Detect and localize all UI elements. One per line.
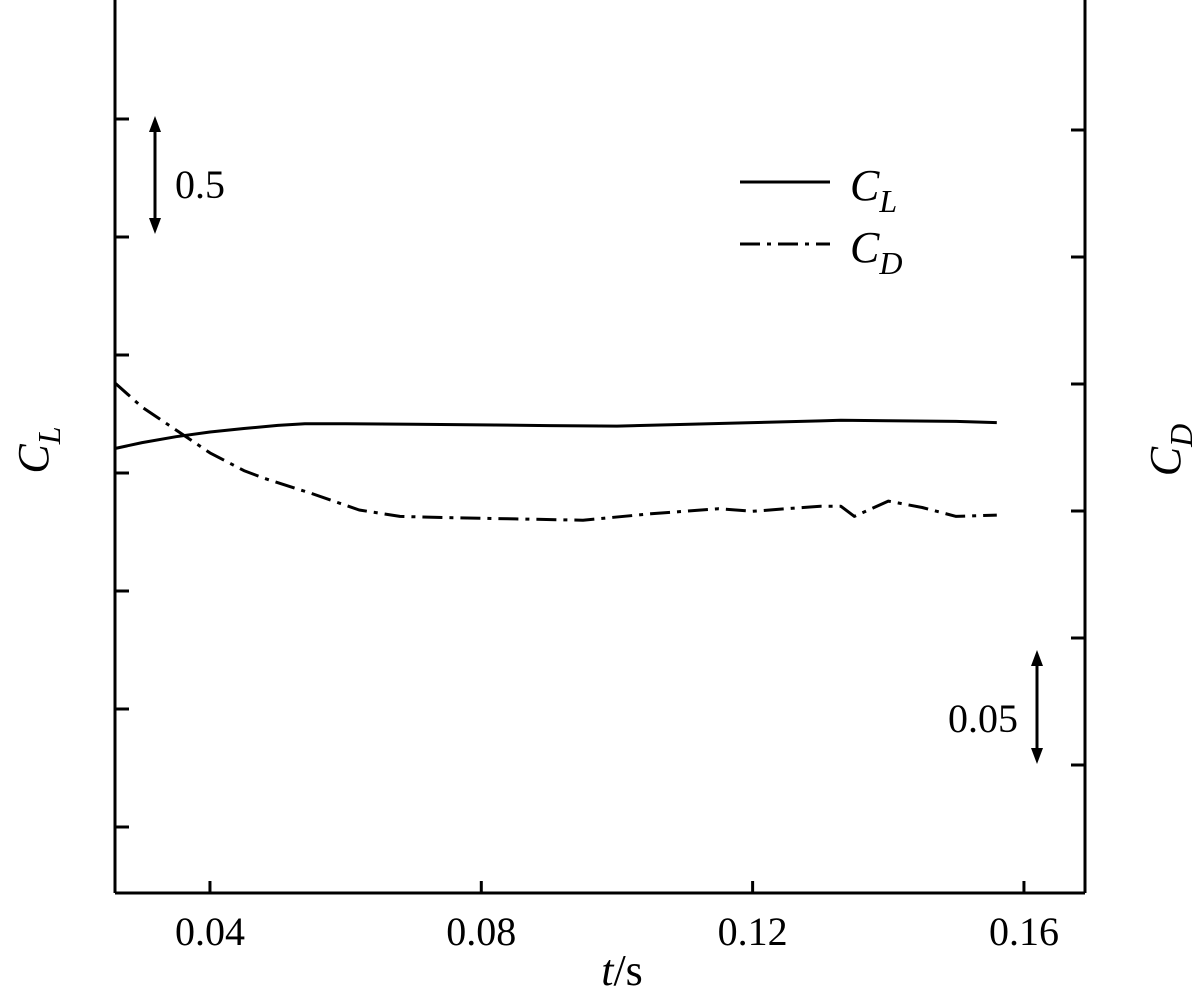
plot-frame xyxy=(113,0,1087,895)
right-scale-bar: 0.05 xyxy=(948,650,1043,764)
x-axis-title-var: t xyxy=(601,946,615,994)
left-scale-bar: 0.5 xyxy=(149,116,225,234)
x-tick-label: 0.12 xyxy=(718,909,788,954)
left-axis-title-sub: L xyxy=(31,426,67,445)
x-tick-label: 0.16 xyxy=(989,909,1059,954)
legend-label-cd-main: C xyxy=(850,223,880,272)
x-axis-title-sep: / xyxy=(613,946,626,994)
legend-label-cl-main: C xyxy=(850,161,880,210)
legend-label-cl-sub: L xyxy=(878,183,897,219)
x-axis-title-unit: s xyxy=(626,946,643,994)
legend-label-cd-sub: D xyxy=(878,245,902,281)
left-scale-bar-arrow-up xyxy=(149,116,161,132)
right-axis-title-sub: D xyxy=(1163,424,1199,448)
series-layer xyxy=(114,381,997,522)
x-tick-label: 0.08 xyxy=(446,909,516,954)
series-line-cd xyxy=(114,381,997,522)
right-scale-bar-arrow-down xyxy=(1031,748,1043,764)
left-axis-ticks xyxy=(115,117,129,829)
legend-label-cl: CL xyxy=(850,161,897,219)
right-axis-title-main: C xyxy=(1141,446,1190,476)
right-axis-title: CD xyxy=(1141,424,1199,476)
x-tick-label: 0.04 xyxy=(175,909,245,954)
legend-label-cd: CD xyxy=(850,223,902,281)
series-line-cl xyxy=(114,418,997,450)
left-axis-title: CL xyxy=(9,426,67,473)
right-axis-ticks xyxy=(1071,128,1085,767)
right-scale-bar-label: 0.05 xyxy=(948,696,1018,741)
legend: CL CD xyxy=(740,161,902,281)
left-scale-bar-arrow-down xyxy=(149,218,161,234)
left-axis-title-main: C xyxy=(9,444,58,474)
x-axis-ticks: 0.04 0.08 0.12 0.16 xyxy=(175,881,1059,954)
x-axis-title: t/s xyxy=(601,946,643,994)
left-scale-bar-label: 0.5 xyxy=(175,162,225,207)
right-scale-bar-arrow-up xyxy=(1031,650,1043,666)
